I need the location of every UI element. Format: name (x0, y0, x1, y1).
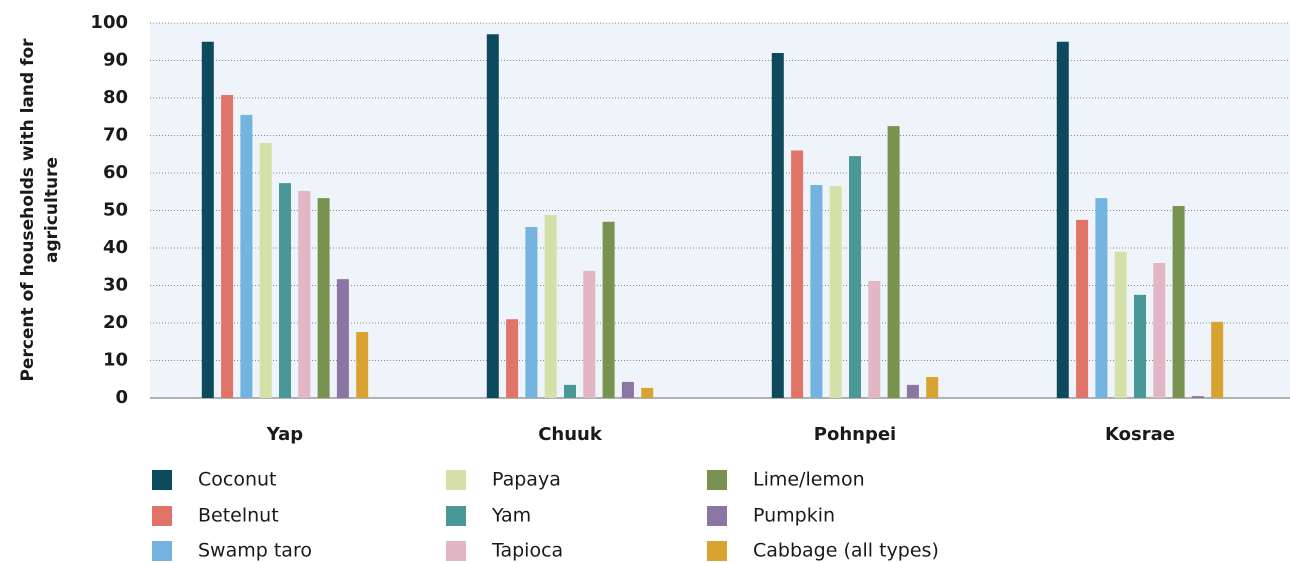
bar (544, 215, 557, 398)
bar (525, 227, 538, 398)
bar (829, 186, 842, 398)
bar (1172, 206, 1185, 398)
legend-swatch (446, 506, 466, 526)
bar (1134, 294, 1146, 398)
y-tick-label: 10 (103, 350, 128, 371)
legend-label: Coconut (198, 469, 277, 491)
bar (791, 150, 804, 398)
bar (486, 34, 499, 398)
bar (317, 198, 330, 398)
bar (1114, 251, 1127, 398)
legend-swatch (152, 470, 172, 490)
legend-swatch (152, 541, 172, 561)
bar (1056, 41, 1069, 398)
legend-label: Lime/lemon (753, 469, 865, 491)
bar (771, 53, 784, 398)
legend-label: Papaya (492, 469, 561, 491)
bar (336, 279, 349, 398)
legend-swatch (707, 506, 727, 526)
bar (602, 221, 615, 398)
bar (906, 384, 919, 398)
bar (641, 387, 654, 398)
y-tick-label: 20 (103, 312, 128, 333)
bar (621, 381, 634, 398)
y-tick-label: 30 (103, 275, 128, 296)
bar (887, 126, 900, 398)
y-tick-label: 90 (103, 50, 128, 71)
bar (1211, 321, 1224, 398)
legend-label: Betelnut (198, 505, 279, 527)
bar (1095, 198, 1108, 398)
bar (1191, 396, 1204, 398)
bar (201, 41, 214, 398)
y-tick-label: 70 (103, 125, 128, 146)
bar (849, 156, 861, 398)
bar (356, 332, 369, 398)
y-axis-label: Percent of households with land for (18, 38, 38, 382)
legend-label: Pumpkin (753, 505, 835, 527)
y-tick-label: 80 (103, 87, 128, 108)
bar (279, 183, 291, 398)
y-tick-label: 100 (90, 12, 128, 33)
bar (564, 384, 576, 398)
bar (868, 281, 881, 398)
legend-label: Swamp taro (198, 540, 312, 562)
legend-swatch (446, 541, 466, 561)
bar (221, 95, 234, 398)
bar (240, 114, 253, 398)
legend-label: Tapioca (491, 540, 563, 562)
legend-swatch (446, 470, 466, 490)
legend-swatch (707, 470, 727, 490)
bar (926, 377, 939, 398)
bar (1076, 219, 1089, 398)
x-tick-label: Chuuk (538, 424, 603, 445)
x-tick-label: Kosrae (1105, 424, 1175, 445)
bar (1153, 263, 1166, 398)
legend-swatch (707, 541, 727, 561)
legend-swatch (152, 506, 172, 526)
y-tick-label: 40 (103, 237, 128, 258)
legend-label: Cabbage (all types) (753, 540, 939, 562)
bar (810, 185, 823, 398)
y-axis-label: agriculture (42, 157, 62, 263)
bar (506, 319, 519, 398)
x-tick-label: Yap (266, 424, 304, 445)
legend-label: Yam (491, 505, 531, 527)
y-tick-label: 60 (103, 162, 128, 183)
bar (259, 143, 272, 398)
y-tick-label: 50 (103, 200, 128, 221)
bar (583, 270, 596, 398)
x-tick-label: Pohnpei (814, 424, 896, 445)
y-tick-label: 0 (115, 387, 128, 408)
bar (298, 191, 311, 398)
